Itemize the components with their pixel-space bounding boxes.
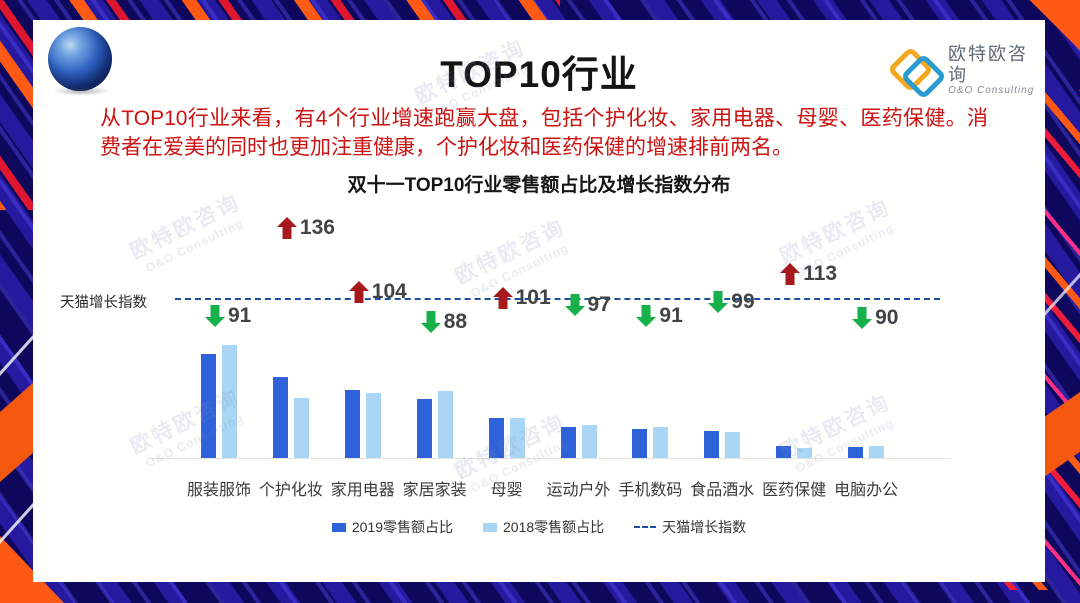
- bar-2019零售额占比: [201, 354, 216, 458]
- down-arrow-icon: [564, 294, 585, 317]
- logo-subtitle: O&O Consulting: [948, 85, 1035, 97]
- up-arrow-icon: [780, 263, 801, 285]
- index-marker: 90: [852, 306, 898, 330]
- bar-2018零售额占比: [581, 425, 597, 458]
- index-value: 104: [371, 280, 407, 303]
- bar-2018零售额占比: [437, 391, 453, 458]
- legend-item-2018: 2018零售额占比: [483, 517, 604, 537]
- category-label: 运动户外: [546, 482, 611, 499]
- bar-2018零售额占比: [509, 418, 525, 458]
- index-value: 88: [443, 309, 468, 333]
- index-value: 113: [803, 262, 838, 285]
- bar-2019零售额占比: [488, 418, 504, 458]
- index-marker: 88: [420, 309, 468, 334]
- category-label: 食品酒水: [690, 482, 755, 499]
- logo-name: 欧特欧咨询: [948, 44, 1028, 85]
- up-arrow-icon: [348, 281, 369, 303]
- index-value: 136: [299, 216, 335, 239]
- globe-shadow: [52, 86, 110, 96]
- index-marker: 113: [780, 262, 837, 286]
- bar-2018零售额占比: [869, 446, 885, 458]
- chart-legend: 2019零售额占比 2018零售额占比 天猫增长指数: [33, 517, 1045, 537]
- legend-label: 2019零售额占比: [351, 519, 453, 535]
- category-label: 母婴: [490, 482, 523, 499]
- index-baseline-label: 天猫增长指数: [60, 295, 147, 311]
- legend-item-2019: 2019零售额占比: [331, 517, 453, 537]
- down-arrow-icon: [708, 290, 729, 313]
- category-label: 医药保健: [762, 482, 827, 499]
- bar-2019零售额占比: [704, 431, 720, 458]
- index-value: 97: [587, 293, 611, 317]
- index-marker: 136: [276, 216, 335, 240]
- legend-dash-marker: [634, 526, 657, 528]
- legend-label: 2018零售额占比: [503, 519, 605, 535]
- legend-label: 天猫增长指数: [662, 519, 747, 535]
- frame-accent-left: [0, 382, 34, 482]
- legend-swatch-2019: [331, 522, 346, 532]
- index-dashed-line: [175, 298, 940, 300]
- bar-2018零售额占比: [365, 393, 381, 458]
- category-label: 家用电器: [330, 482, 395, 499]
- down-arrow-icon: [852, 307, 873, 329]
- category-label: 手机数码: [618, 482, 683, 499]
- index-marker: 104: [348, 280, 407, 304]
- bar-2019零售额占比: [344, 390, 360, 458]
- globe-icon: [48, 27, 112, 91]
- down-arrow-icon: [636, 305, 657, 328]
- index-marker: 101: [492, 286, 551, 310]
- up-arrow-icon: [492, 287, 513, 309]
- index-value: 91: [228, 304, 252, 328]
- plot-area: 天猫增长指数 服装服饰 91 个护化妆 136 家用电器 104 家居家装 88 母婴 101 运动…: [33, 20, 1045, 582]
- bar-2018零售额占比: [653, 427, 669, 458]
- up-arrow-icon: [276, 217, 297, 239]
- index-value: 99: [731, 289, 755, 313]
- bar-2019零售额占比: [272, 377, 288, 458]
- chart-title: 双十一TOP10行业零售额占比及增长指数分布: [347, 175, 731, 196]
- down-arrow-icon: [205, 305, 225, 328]
- bar-2019零售额占比: [776, 446, 792, 458]
- bar-2019零售额占比: [848, 447, 864, 458]
- bar-2018零售额占比: [222, 345, 237, 458]
- category-label: 服装服饰: [186, 482, 251, 499]
- bar-2019零售额占比: [632, 429, 648, 458]
- bar-2018零售额占比: [725, 432, 741, 458]
- legend-swatch-2018: [483, 522, 497, 532]
- bar-2018零售额占比: [293, 398, 309, 458]
- slide-card: TOP10行业 欧特欧咨询 O&O Consulting 从TOP10行业来看，…: [33, 20, 1045, 582]
- page-title: TOP10行业: [440, 54, 638, 95]
- company-logo: 欧特欧咨询 O&O Consulting: [887, 44, 1045, 101]
- legend-item-index: 天猫增长指数: [634, 517, 746, 537]
- bar-2018零售额占比: [797, 448, 813, 458]
- index-marker: 99: [708, 289, 755, 314]
- index-marker: 91: [636, 304, 683, 328]
- bar-2019零售额占比: [416, 399, 432, 458]
- index-marker: 91: [205, 304, 251, 328]
- category-label: 家居家装: [402, 482, 467, 499]
- summary-text: 从TOP10行业来看，有4个行业增速跑赢大盘，包括个护化妆、家用电器、母婴、医药…: [100, 107, 988, 159]
- index-value: 90: [875, 306, 899, 329]
- down-arrow-icon: [420, 310, 441, 333]
- index-value: 101: [515, 286, 551, 309]
- index-value: 91: [659, 304, 683, 328]
- category-label: 电脑办公: [834, 482, 899, 499]
- bar-2019零售额占比: [560, 427, 576, 458]
- x-axis-line: [151, 458, 951, 459]
- index-marker: 97: [564, 293, 611, 317]
- category-label: 个护化妆: [258, 482, 323, 499]
